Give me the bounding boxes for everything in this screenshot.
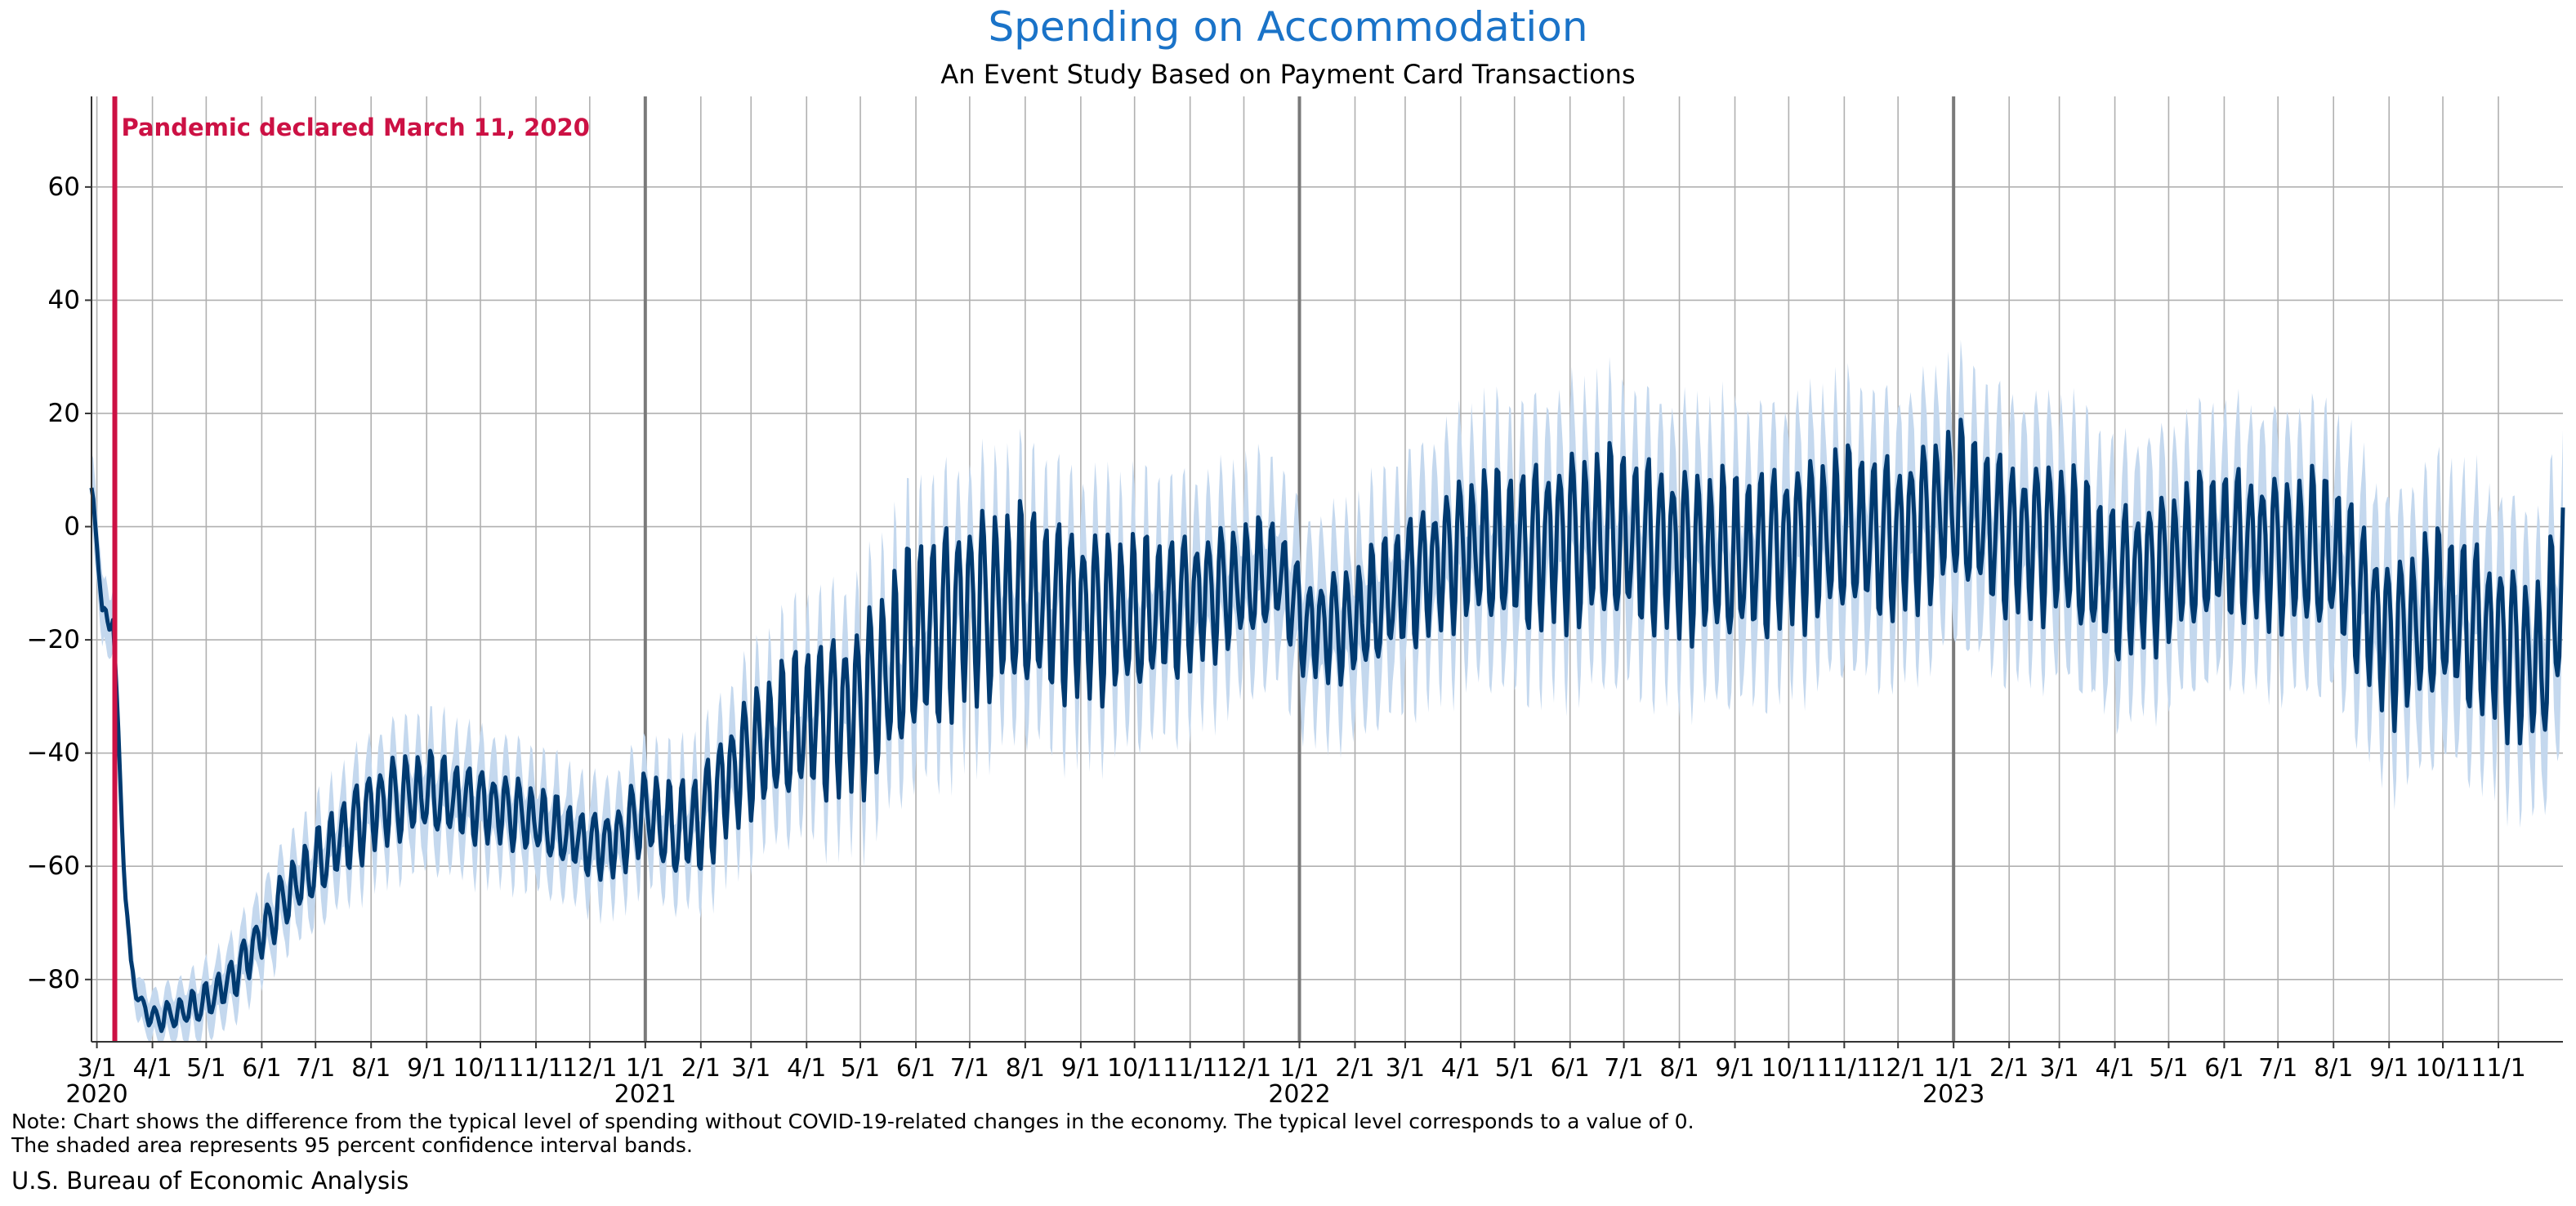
- confidence-band: [92, 339, 2563, 1042]
- x-tick-label: 6/1: [242, 1054, 281, 1083]
- x-tick-label: 8/1: [1659, 1054, 1699, 1083]
- x-tick-label: 5/1: [186, 1054, 225, 1083]
- x-tick-label: 2/1: [681, 1054, 721, 1083]
- x-tick-label: 9/1: [407, 1054, 446, 1083]
- x-tick-label: 5/1: [841, 1054, 880, 1083]
- x-tick-label: 10/1: [2415, 1054, 2470, 1083]
- x-tick-label: 8/1: [1006, 1054, 1045, 1083]
- x-tick-label: 11/1: [508, 1054, 563, 1083]
- y-tick-label: 20: [48, 399, 80, 428]
- x-tick-label: 11/1: [2471, 1054, 2525, 1083]
- y-tick-label: 0: [64, 512, 80, 542]
- y-tick-label: −60: [27, 851, 80, 881]
- x-tick-label: 7/1: [296, 1054, 335, 1083]
- x-tick-label: 6/1: [1551, 1054, 1590, 1083]
- x-tick-label: 11/1: [1163, 1054, 1217, 1083]
- x-tick-label: 11/1: [1817, 1054, 1872, 1083]
- x-tick-label: 3/1: [2039, 1054, 2078, 1083]
- x-tick-label: 3/1: [1386, 1054, 1425, 1083]
- x-tick-label: 4/1: [1441, 1054, 1480, 1083]
- x-tick-label: 4/1: [132, 1054, 172, 1083]
- x-tick-label: 8/1: [2314, 1054, 2353, 1083]
- x-tick-label: 10/1: [1761, 1054, 1816, 1083]
- x-tick-label: 12/1: [1870, 1054, 1925, 1083]
- x-tick-label: 6/1: [896, 1054, 935, 1083]
- x-tick-label: 10/1: [453, 1054, 507, 1083]
- x-tick-label: 3/1: [731, 1054, 770, 1083]
- axes: [85, 96, 2563, 1048]
- source-label: U.S. Bureau of Economic Analysis: [11, 1167, 409, 1195]
- x-tick-label: 4/1: [2095, 1054, 2134, 1083]
- x-tick-label: 12/1: [1217, 1054, 1271, 1083]
- y-tick-label: −40: [27, 739, 80, 768]
- x-tick-label: 9/1: [1061, 1054, 1100, 1083]
- x-tick-label: 1/1: [626, 1054, 665, 1083]
- x-tick-label: 4/1: [787, 1054, 826, 1083]
- x-tick-label: 7/1: [950, 1054, 989, 1083]
- y-tick-label: −20: [27, 625, 80, 654]
- event-marker-layer: Pandemic declared March 11, 2020: [112, 96, 590, 1042]
- x-tick-label: 2/1: [1335, 1054, 1374, 1083]
- pandemic-marker-label: Pandemic declared March 11, 2020: [122, 114, 590, 141]
- x-year-label: 2020: [65, 1080, 127, 1109]
- x-tick-label: 12/1: [562, 1054, 617, 1083]
- x-tick-label: 10/1: [1107, 1054, 1162, 1083]
- chart-note: Note: Chart shows the difference from th…: [11, 1110, 1694, 1157]
- x-tick-label: 6/1: [2204, 1054, 2243, 1083]
- chart-subtitle: An Event Study Based on Payment Card Tra…: [940, 59, 1636, 90]
- x-year-label: 2023: [1922, 1080, 1984, 1109]
- series-line-layer: [89, 418, 2565, 1034]
- x-tick-label: 1/1: [1279, 1054, 1319, 1083]
- x-tick-label: 7/1: [1604, 1054, 1643, 1083]
- note-line-1: Note: Chart shows the difference from th…: [11, 1110, 1694, 1133]
- confidence-band-layer: [92, 339, 2563, 1042]
- y-tick-label: −80: [27, 965, 80, 994]
- x-tick-label: 8/1: [351, 1054, 391, 1083]
- y-tick-label: 40: [48, 285, 80, 315]
- y-tick-label: 60: [48, 172, 80, 202]
- x-tick-label: 9/1: [1715, 1054, 1754, 1083]
- x-tick-label: 7/1: [2258, 1054, 2297, 1083]
- x-tick-label: 5/1: [1495, 1054, 1534, 1083]
- chart-title: Spending on Accommodation: [988, 3, 1588, 51]
- x-tick-label: 2/1: [1989, 1054, 2029, 1083]
- spending-line: [89, 418, 2565, 1034]
- x-tick-label: 1/1: [1934, 1054, 1973, 1083]
- x-tick-label: 9/1: [2369, 1054, 2409, 1083]
- x-tick-label: 3/1: [77, 1054, 116, 1083]
- x-tick-label: 5/1: [2149, 1054, 2188, 1083]
- note-line-2: The shaded area represents 95 percent co…: [11, 1133, 693, 1157]
- x-year-label: 2021: [614, 1080, 676, 1109]
- x-year-label: 2022: [1268, 1080, 1330, 1109]
